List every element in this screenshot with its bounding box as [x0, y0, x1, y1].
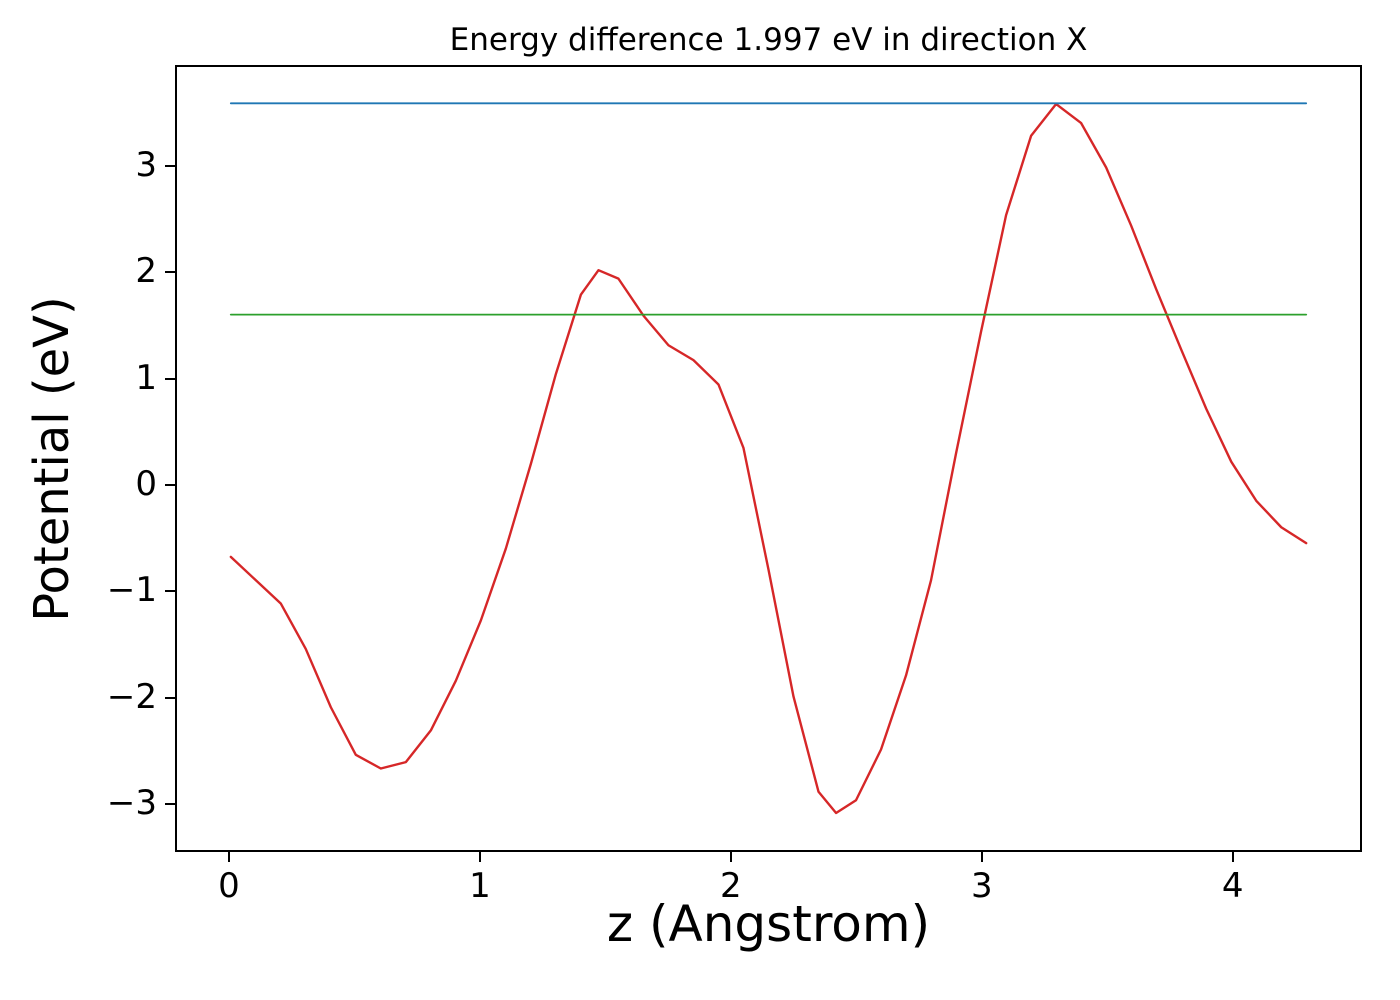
y-tick-mark [165, 271, 175, 274]
y-axis-label: Potential (eV) [24, 296, 80, 622]
x-tick-mark [729, 852, 732, 862]
x-axis-label: z (Angstrom) [606, 895, 931, 953]
y-tick-mark [165, 803, 175, 806]
x-tick-mark [478, 852, 481, 862]
potential-curve-line [229, 102, 1308, 815]
x-tick-mark [1231, 852, 1234, 862]
y-tick-mark [165, 696, 175, 699]
x-tick-label: 2 [720, 866, 742, 906]
y-tick-label: 2 [135, 251, 157, 292]
y-tick-mark [165, 590, 175, 593]
y-tick-mark [165, 484, 175, 487]
chart-title: Energy difference 1.997 eV in direction … [449, 22, 1088, 58]
x-tick-mark [980, 852, 983, 862]
y-tick-label: 0 [135, 464, 157, 505]
x-tick-label: 3 [970, 866, 993, 906]
y-tick-label: −2 [106, 676, 157, 717]
plot-svg [229, 102, 1308, 815]
y-tick-label: −1 [106, 570, 157, 611]
y-tick-mark [165, 165, 175, 168]
y-tick-label: −3 [106, 783, 157, 824]
x-tick-label: 0 [218, 866, 240, 906]
x-tick-label: 1 [469, 866, 491, 906]
y-tick-mark [165, 377, 175, 380]
x-tick-mark [227, 852, 230, 862]
plot-area [175, 65, 1362, 852]
y-tick-label: 3 [135, 145, 157, 186]
y-tick-label: 1 [135, 357, 157, 398]
x-tick-label: 4 [1221, 866, 1244, 906]
